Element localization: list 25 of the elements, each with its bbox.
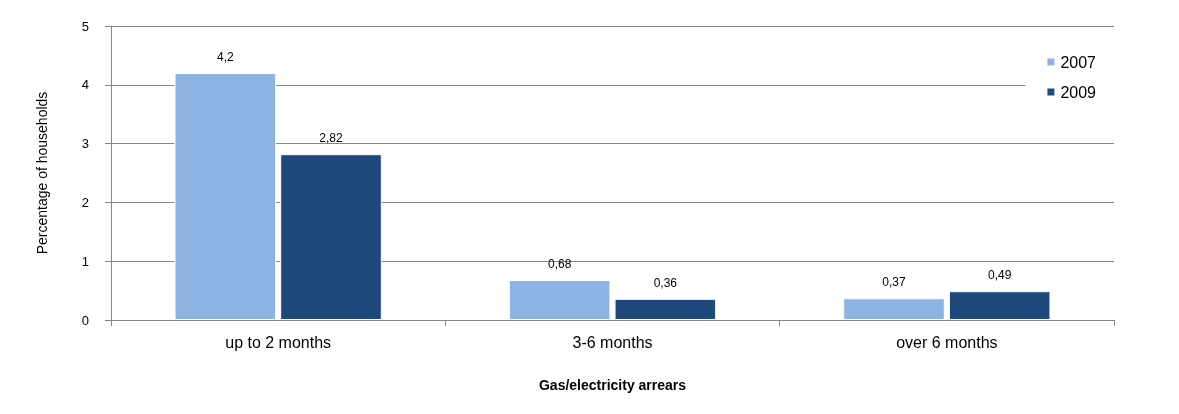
data-label: 0,36 bbox=[653, 275, 678, 290]
bar bbox=[843, 298, 945, 320]
x-tick-label: up to 2 months bbox=[225, 333, 332, 351]
bar bbox=[614, 298, 717, 320]
y-tick-label: 3 bbox=[81, 136, 89, 152]
x-tick-label: over 6 months bbox=[896, 333, 998, 351]
data-label: 4,2 bbox=[216, 50, 234, 65]
bar bbox=[508, 280, 611, 320]
data-label: 0,68 bbox=[547, 257, 572, 272]
x-tick-label: 3-6 months bbox=[572, 333, 653, 351]
y-tick-label: 5 bbox=[81, 18, 89, 34]
legend-label: 2009 bbox=[1060, 83, 1097, 101]
y-tick-label: 2 bbox=[81, 194, 89, 210]
data-label: 0,37 bbox=[882, 275, 906, 290]
data-label: 2,82 bbox=[319, 131, 344, 146]
y-tick-label: 0 bbox=[81, 312, 89, 328]
y-tick-label: 4 bbox=[81, 77, 89, 93]
bar bbox=[280, 154, 382, 320]
bar bbox=[948, 291, 1051, 320]
data-label: 0,49 bbox=[987, 268, 1012, 283]
y-axis-title: Percentage of households bbox=[34, 91, 50, 255]
y-tick-label: 1 bbox=[81, 253, 89, 269]
x-axis-title: Gas/electricity arrears bbox=[538, 377, 687, 393]
bar bbox=[174, 73, 277, 320]
legend-label: 2007 bbox=[1060, 53, 1097, 71]
